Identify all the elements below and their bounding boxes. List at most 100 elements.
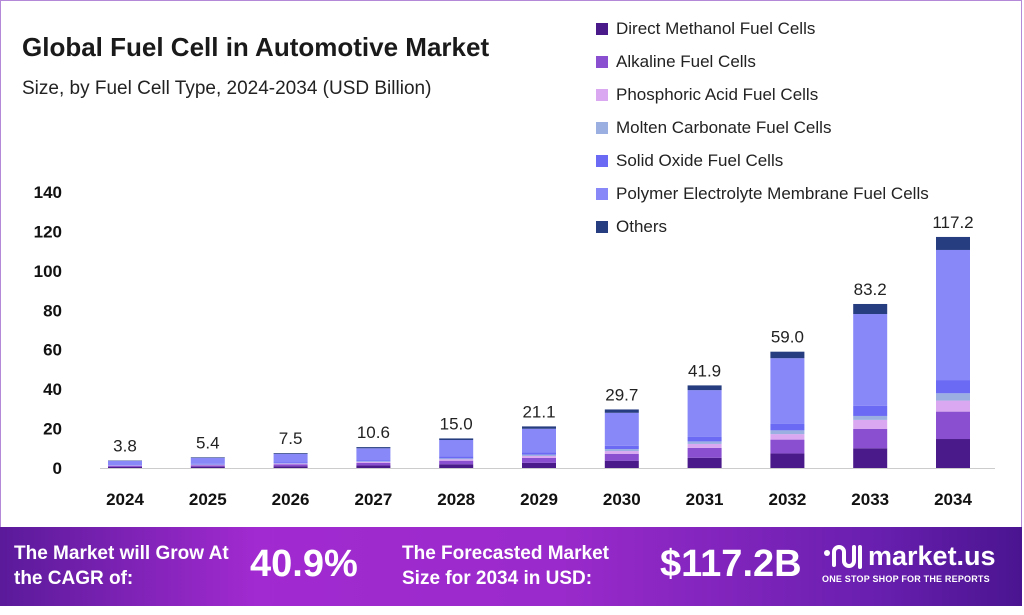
bar-segment — [604, 460, 639, 468]
bar-segment — [190, 457, 225, 458]
market-us-logo-icon — [824, 545, 862, 569]
legend-item: Direct Methanol Fuel Cells — [596, 12, 929, 45]
bar-segment — [439, 460, 474, 465]
bar-segment — [522, 428, 556, 453]
bar-segment — [522, 455, 556, 458]
bar-segment — [687, 457, 722, 468]
bar-segment — [356, 448, 391, 461]
bar-segment — [190, 465, 225, 467]
forecast-label: The Forecasted Market Size for 2034 in U… — [402, 543, 609, 589]
y-tick-label: 80 — [43, 301, 62, 320]
bar-segment — [356, 460, 391, 462]
bar-segment — [108, 466, 142, 468]
bar-segment — [439, 456, 474, 459]
bar-segment — [522, 452, 556, 455]
bar-segment — [770, 430, 805, 435]
total-data-label: 83.2 — [854, 280, 887, 299]
bar-segment — [853, 405, 888, 416]
bar-segment — [936, 249, 970, 381]
bar-segment — [770, 358, 805, 424]
x-tick-label: 2024 — [106, 490, 144, 509]
y-tick-label: 100 — [34, 262, 62, 281]
y-tick-label: 140 — [34, 183, 62, 202]
bar-segment — [604, 449, 639, 452]
bar-segment — [273, 464, 308, 467]
bar-segment — [356, 462, 391, 466]
bar-segment — [853, 419, 888, 429]
bar-segment — [936, 400, 970, 412]
bar-segment — [273, 453, 308, 455]
bar-segment — [687, 447, 722, 458]
bar-segment — [439, 440, 474, 457]
y-tick-label: 0 — [53, 459, 62, 478]
legend-label: Alkaline Fuel Cells — [616, 51, 756, 71]
bar-segment — [356, 447, 391, 449]
bar-segment — [190, 464, 225, 466]
bar-segment — [687, 441, 722, 444]
bar-segment — [936, 380, 970, 394]
bar-segment — [356, 461, 391, 462]
x-tick-label: 2031 — [686, 490, 724, 509]
legend-label: Solid Oxide Fuel Cells — [616, 150, 784, 170]
total-data-label: 59.0 — [771, 328, 804, 347]
bar-segment — [936, 236, 970, 250]
legend-label: Polymer Electrolyte Membrane Fuel Cells — [616, 183, 929, 203]
footer-banner: The Market will Grow At the CAGR of: 40.… — [0, 527, 1022, 606]
legend-swatch — [596, 55, 608, 68]
x-tick-label: 2028 — [437, 490, 475, 509]
bar-segment — [936, 411, 970, 440]
total-data-label: 10.6 — [357, 423, 390, 442]
bar-segment — [770, 439, 805, 454]
legend-item: Phosphoric Acid Fuel Cells — [596, 78, 929, 111]
legend-swatch — [596, 220, 608, 233]
stacked-bar-chart: 0 20 40 60 80 100 120 140 3.8 2024 5.4 2025 7.5 2026 1… — [34, 183, 995, 509]
legend-label: Phosphoric Acid Fuel Cells — [616, 84, 819, 104]
legend-swatch — [596, 154, 608, 167]
x-tick-label: 2033 — [851, 490, 889, 509]
bar-segment — [522, 457, 556, 463]
bar-segment — [190, 463, 225, 465]
bar-segment — [604, 445, 639, 450]
total-data-label: 117.2 — [932, 213, 973, 232]
bar-segment — [853, 415, 888, 420]
bar-segment — [936, 393, 970, 401]
bar-segment — [853, 448, 888, 468]
forecast-value: $117.2B — [660, 543, 802, 585]
bar-segment — [687, 443, 722, 448]
y-tick-label: 40 — [43, 380, 62, 399]
bar-segment — [936, 439, 970, 468]
bar-segment — [108, 460, 142, 466]
brand-name: market.us — [868, 541, 996, 571]
bar-segment — [853, 314, 888, 406]
bar-segment — [273, 454, 308, 463]
legend-item: Solid Oxide Fuel Cells — [596, 144, 929, 177]
legend-item: Others — [596, 210, 929, 243]
bar-segment — [190, 457, 225, 464]
bar-segment — [604, 453, 639, 461]
total-data-label: 15.0 — [440, 414, 473, 433]
cagr-value: 40.9% — [250, 543, 358, 585]
y-tick-label: 60 — [43, 341, 62, 360]
total-data-label: 5.4 — [196, 433, 220, 452]
legend-item: Alkaline Fuel Cells — [596, 45, 929, 78]
bar-segment — [356, 465, 391, 468]
total-data-label: 3.8 — [113, 437, 137, 456]
chart-title: Global Fuel Cell in Automotive Market — [22, 32, 490, 62]
bar-segment — [356, 461, 391, 463]
bar-segment — [273, 463, 308, 465]
legend-label: Direct Methanol Fuel Cells — [616, 18, 816, 38]
y-tick-label: 120 — [34, 222, 62, 241]
bar-segment — [687, 436, 722, 442]
legend-label: Molten Carbonate Fuel Cells — [616, 117, 832, 137]
cagr-label: The Market will Grow At the CAGR of: — [14, 543, 229, 589]
bar-segment — [853, 303, 888, 315]
bar-segment — [770, 453, 805, 468]
bar-segment — [439, 458, 474, 460]
bar-segment — [522, 426, 556, 429]
bar-segment — [770, 434, 805, 440]
legend-item: Polymer Electrolyte Membrane Fuel Cells — [596, 177, 929, 210]
legend-swatch — [596, 22, 608, 35]
bar-segment — [273, 462, 308, 464]
legend: Direct Methanol Fuel Cells Alkaline Fuel … — [596, 12, 929, 243]
bar-segment — [439, 459, 474, 461]
